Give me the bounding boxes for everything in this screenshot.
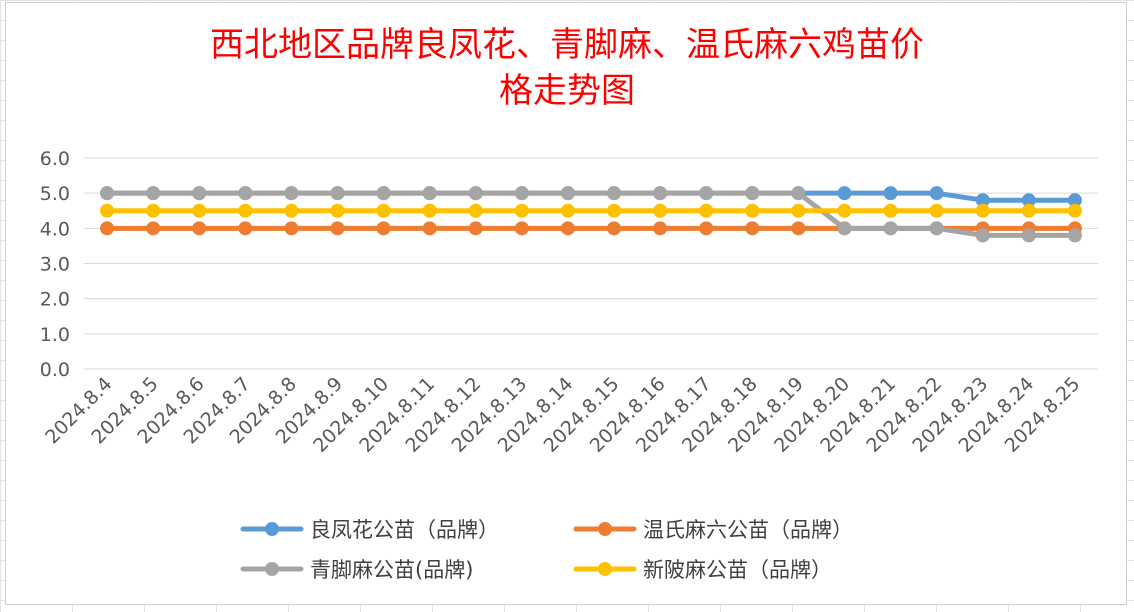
chart-title: 西北地区品牌良凤花、青脚麻、温氏麻六鸡苗价 格走势图 xyxy=(0,22,1134,114)
data-point xyxy=(699,186,714,201)
y-tick-label: 3.0 xyxy=(40,254,70,276)
data-point xyxy=(422,186,437,201)
data-point xyxy=(330,221,345,236)
data-point xyxy=(607,186,622,201)
legend-label: 新陂麻公苗（品牌） xyxy=(643,558,832,582)
data-point xyxy=(330,203,345,218)
data-point xyxy=(1021,228,1036,243)
data-point xyxy=(284,203,299,218)
data-point xyxy=(100,186,115,201)
data-point xyxy=(422,203,437,218)
legend-swatch-marker xyxy=(265,562,279,576)
data-point xyxy=(514,221,529,236)
data-point xyxy=(791,203,806,218)
series-line xyxy=(104,190,1078,238)
data-point xyxy=(514,186,529,201)
data-point xyxy=(284,221,299,236)
data-point xyxy=(745,221,760,236)
data-point xyxy=(468,186,483,201)
data-point xyxy=(192,221,207,236)
chart-title-line-2: 格走势图 xyxy=(499,71,635,111)
data-point xyxy=(883,186,898,201)
y-tick-label: 4.0 xyxy=(40,218,70,240)
data-point xyxy=(837,186,852,201)
data-point xyxy=(883,221,898,236)
data-point xyxy=(514,203,529,218)
y-tick-label: 5.0 xyxy=(40,183,70,205)
data-point xyxy=(146,203,161,218)
data-point xyxy=(883,203,898,218)
data-point xyxy=(699,221,714,236)
data-point xyxy=(146,186,161,201)
y-tick-label: 1.0 xyxy=(40,324,70,346)
data-point xyxy=(560,186,575,201)
legend-swatch-marker xyxy=(265,522,279,536)
y-tick-label: 0.0 xyxy=(40,359,70,381)
data-point xyxy=(837,203,852,218)
data-point xyxy=(607,221,622,236)
chart-area[interactable] xyxy=(5,2,1127,605)
data-point xyxy=(975,203,990,218)
data-point xyxy=(975,228,990,243)
data-point xyxy=(699,203,714,218)
data-point xyxy=(653,186,668,201)
data-point xyxy=(929,221,944,236)
data-point xyxy=(1021,193,1036,208)
data-point xyxy=(837,221,852,236)
data-point xyxy=(929,203,944,218)
data-point xyxy=(376,221,391,236)
data-point xyxy=(745,203,760,218)
data-point xyxy=(468,221,483,236)
legend-swatch-marker xyxy=(598,522,612,536)
legend-label: 温氏麻六公苗（品牌） xyxy=(643,518,853,542)
data-point xyxy=(284,186,299,201)
data-point xyxy=(791,186,806,201)
y-tick-label: 6.0 xyxy=(40,148,70,170)
data-point xyxy=(1021,203,1036,218)
data-point xyxy=(560,221,575,236)
chart-title-line-1: 西北地区品牌良凤花、青脚麻、温氏麻六鸡苗价 xyxy=(210,25,924,65)
data-point xyxy=(146,221,161,236)
data-point xyxy=(1067,203,1082,218)
data-point xyxy=(653,203,668,218)
data-point xyxy=(607,203,622,218)
legend-label: 青脚麻公苗(品牌) xyxy=(310,558,473,582)
y-tick-label: 2.0 xyxy=(40,289,70,311)
legend-swatch-marker xyxy=(598,562,612,576)
data-point xyxy=(1067,193,1082,208)
data-point xyxy=(100,203,115,218)
data-point xyxy=(929,186,944,201)
data-point xyxy=(791,221,806,236)
data-point xyxy=(238,221,253,236)
data-point xyxy=(376,203,391,218)
data-point xyxy=(192,186,207,201)
data-point xyxy=(238,203,253,218)
data-point xyxy=(238,186,253,201)
data-point xyxy=(376,186,391,201)
data-point xyxy=(1067,228,1082,243)
data-point xyxy=(560,203,575,218)
data-point xyxy=(330,186,345,201)
data-point xyxy=(468,203,483,218)
data-point xyxy=(653,221,668,236)
data-point xyxy=(745,186,760,201)
data-point xyxy=(192,203,207,218)
legend-label: 良凤花公苗（品牌） xyxy=(310,518,499,542)
data-point xyxy=(975,193,990,208)
data-point xyxy=(100,221,115,236)
data-point xyxy=(422,221,437,236)
